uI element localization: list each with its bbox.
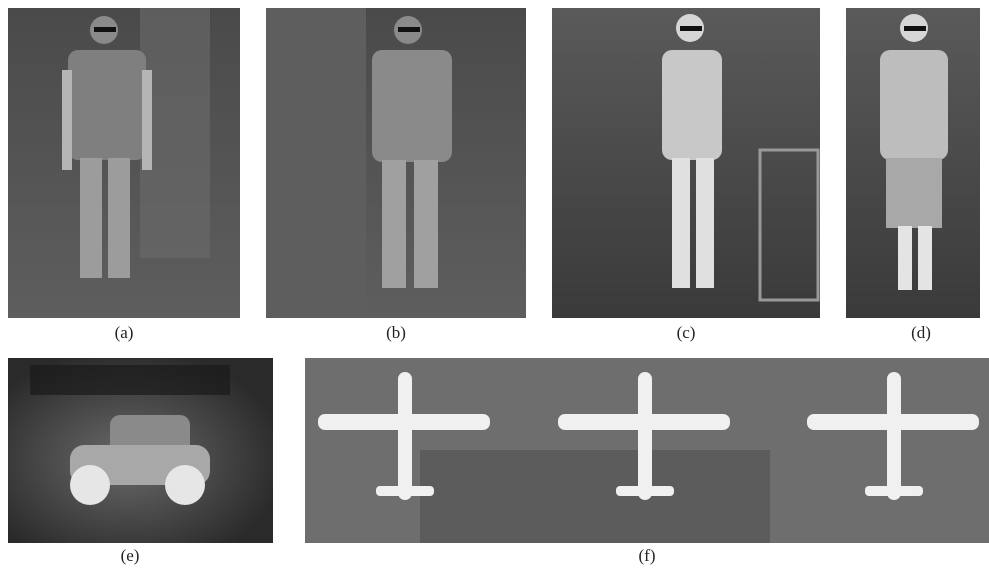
panel-e xyxy=(8,358,273,543)
figure: (a) (b) (c) (d) ( xyxy=(0,0,989,570)
caption: (f) xyxy=(639,546,656,565)
caption: (b) xyxy=(386,323,406,342)
caption: (c) xyxy=(677,323,696,342)
panel-b xyxy=(266,8,526,318)
caption: (e) xyxy=(121,546,140,565)
panel-f xyxy=(305,358,989,543)
caption: (d) xyxy=(911,323,931,342)
panel-c xyxy=(552,8,820,318)
caption: (a) xyxy=(115,323,134,342)
panel-a xyxy=(8,8,240,318)
panel-d xyxy=(846,8,980,318)
page: (a) (b) (c) (d) ( xyxy=(0,0,989,570)
